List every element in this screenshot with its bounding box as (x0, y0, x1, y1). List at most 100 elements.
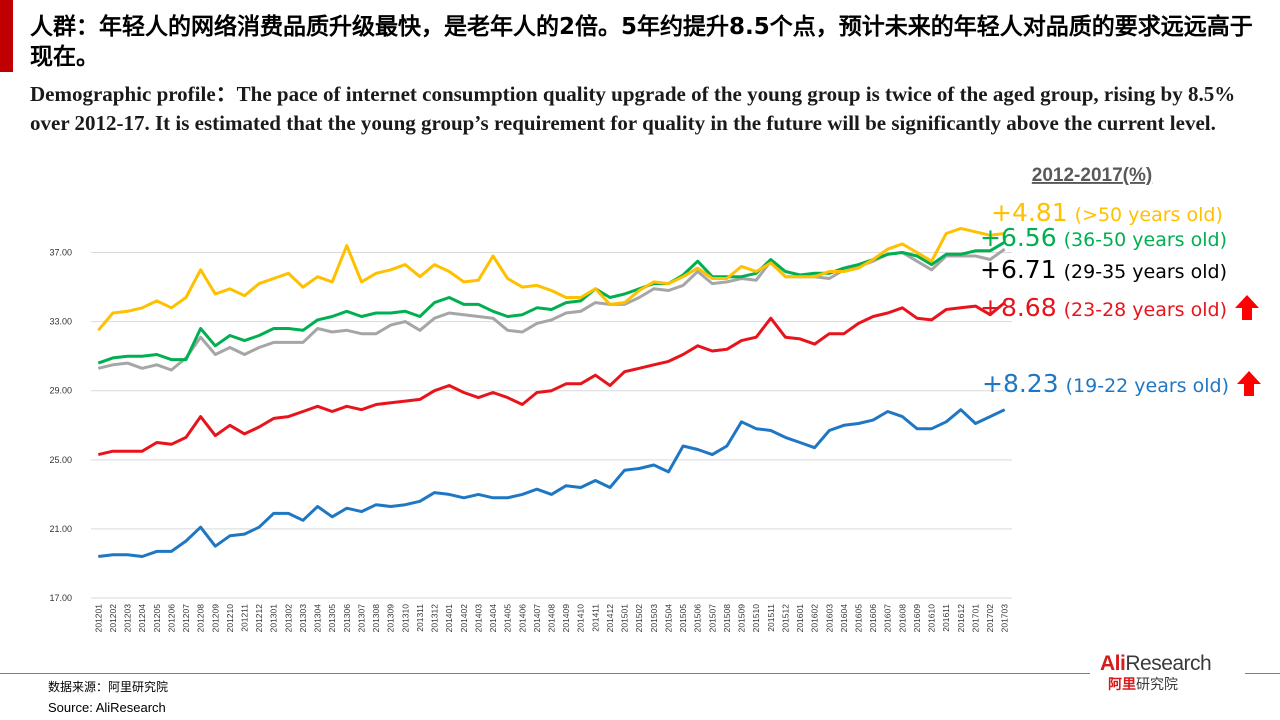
x-tick-label: 201407 (532, 604, 542, 633)
series-annotation: +4.81 (>50 years old) (991, 198, 1223, 227)
x-tick-label: 201410 (576, 604, 586, 633)
y-tick-label: 17.00 (49, 593, 72, 603)
x-tick-label: 201206 (166, 604, 176, 633)
x-tick-label: 201207 (181, 604, 191, 633)
x-tick-label: 201305 (327, 604, 337, 633)
x-tick-label: 201401 (444, 604, 454, 633)
x-tick-label: 201510 (751, 604, 761, 633)
logo-research-cn: 研究院 (1136, 677, 1178, 693)
series-label: (29-35 years old) (1064, 261, 1227, 283)
x-tick-label: 201606 (868, 604, 878, 633)
x-tick-label: 201503 (649, 604, 659, 633)
x-tick-label: 201504 (663, 604, 673, 633)
x-tick-label: 201302 (283, 604, 293, 633)
x-tick-label: 201312 (430, 604, 440, 633)
x-tick-label: 201208 (196, 604, 206, 633)
up-arrow-icon (1237, 371, 1261, 396)
x-tick-label: 201306 (342, 604, 352, 633)
x-tick-label: 201403 (473, 604, 483, 633)
x-tick-label: 201604 (839, 604, 849, 633)
accent-bar (0, 0, 13, 72)
y-tick-label: 29.00 (49, 386, 72, 396)
x-tick-label: 201201 (93, 604, 103, 633)
x-tick-label: 201509 (737, 604, 747, 633)
chart-grid (91, 252, 1012, 599)
aliresearch-logo: AliResearch 阿里研究院 (1100, 652, 1240, 696)
period-label: 2012-2017(%) (1032, 165, 1152, 186)
x-tick-label: 201611 (941, 604, 951, 632)
series-change: +4.81 (991, 198, 1068, 227)
x-tick-label: 201609 (912, 604, 922, 633)
series-annotations: +4.81 (>50 years old) +6.56 (36-50 years ol… (980, 198, 1261, 398)
x-tick-label: 201303 (298, 604, 308, 633)
x-tick-label: 201501 (620, 604, 630, 633)
x-tick-label: 201406 (517, 604, 527, 633)
series-line (98, 408, 1006, 558)
logo-research-en: Research (1125, 652, 1212, 675)
series-label: (23-28 years old) (1064, 299, 1227, 321)
x-tick-label: 201505 (678, 604, 688, 633)
y-tick-label: 33.00 (49, 317, 72, 327)
page-title: 人群：年轻人的网络消费品质升级最快，是老年人的2倍。5年约提升8.5个点，预计未… (30, 14, 1253, 70)
x-tick-label: 201612 (956, 604, 966, 633)
x-tick-label: 201508 (722, 604, 732, 633)
x-tick-label: 201603 (824, 604, 834, 633)
x-tick-label: 201404 (488, 604, 498, 633)
x-tick-label: 201408 (547, 604, 557, 633)
x-tick-label: 201212 (254, 604, 264, 633)
y-tick-label: 21.00 (49, 524, 72, 534)
x-tick-label: 201701 (970, 604, 980, 633)
footer-divider (0, 673, 1090, 674)
y-tick-label: 25.00 (49, 455, 72, 465)
series-change: +8.23 (982, 369, 1059, 398)
logo-text-cn: 阿里研究院 (1108, 674, 1240, 694)
x-tick-label: 201512 (780, 604, 790, 633)
y-tick-label: 37.00 (49, 248, 72, 258)
x-tick-label: 201204 (137, 604, 147, 633)
series-lines (97, 226, 1006, 558)
x-tick-label: 201511 (766, 604, 776, 632)
series-label: (19-22 years old) (1066, 375, 1229, 397)
series-line (97, 301, 1006, 457)
x-tick-label: 201304 (313, 604, 323, 633)
x-tick-label: 201601 (795, 604, 805, 633)
x-tick-label: 201602 (810, 604, 820, 633)
x-tick-label: 201506 (693, 604, 703, 633)
logo-text-en: AliResearch (1100, 652, 1240, 676)
x-tick-label: 201507 (707, 604, 717, 633)
x-tick-label: 201308 (371, 604, 381, 633)
series-change: +8.68 (980, 293, 1057, 322)
series-annotation: +8.68 (23-28 years old) (980, 293, 1227, 322)
x-tick-label: 201702 (985, 604, 995, 633)
x-axis: 201201 201202 201203 201204 201205 201206 2012… (93, 604, 1009, 633)
x-tick-label: 201610 (927, 604, 937, 633)
series-label: (36-50 years old) (1064, 229, 1227, 251)
up-arrow-icon (1235, 295, 1259, 320)
x-tick-label: 201210 (225, 604, 235, 633)
y-axis: 17.00 21.00 25.00 29.00 33.00 37.00 (49, 248, 72, 603)
x-tick-label: 201605 (854, 604, 864, 633)
x-tick-label: 201402 (459, 604, 469, 633)
x-tick-label: 201209 (210, 604, 220, 633)
x-tick-label: 201202 (108, 604, 118, 633)
x-tick-label: 201703 (1000, 604, 1010, 633)
x-tick-label: 201309 (386, 604, 396, 633)
x-tick-label: 201608 (897, 604, 907, 633)
x-tick-label: 201607 (883, 604, 893, 633)
x-tick-label: 201502 (634, 604, 644, 633)
x-tick-label: 201205 (152, 604, 162, 633)
series-annotation: +6.71 (29-35 years old) (980, 255, 1227, 284)
x-tick-label: 201211 (240, 604, 250, 632)
x-tick-label: 201310 (400, 604, 410, 633)
logo-ali-en: Ali (1100, 652, 1126, 675)
series-line (97, 226, 1005, 332)
x-tick-label: 201203 (123, 604, 133, 633)
x-tick-label: 201411 (590, 604, 600, 632)
series-change: +6.71 (980, 255, 1057, 284)
x-tick-label: 201405 (503, 604, 513, 633)
series-line (97, 247, 1006, 372)
series-label: (>50 years old) (1075, 204, 1223, 226)
logo-ali-cn: 阿里 (1108, 677, 1136, 693)
series-line (97, 240, 1006, 365)
